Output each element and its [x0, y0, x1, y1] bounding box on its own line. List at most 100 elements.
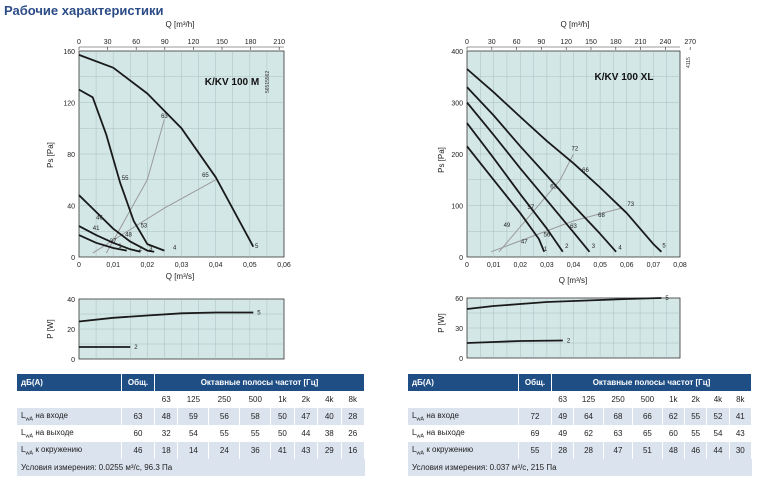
cell: 49 [551, 408, 575, 425]
sound-level-label: 55 [122, 176, 129, 182]
empty-cell [121, 391, 155, 408]
y-tick-label: 0 [459, 356, 463, 363]
y-tick-label: 60 [455, 296, 463, 303]
x-axis-label: Q [m³/s] [559, 276, 587, 285]
page-title: Рабочие характеристики [4, 3, 164, 18]
band-label: 500 [239, 391, 272, 408]
band-label: 2k [684, 391, 708, 408]
fan-curve-4 [466, 86, 617, 253]
y-tick-label: 0 [459, 255, 463, 262]
cell: 43 [729, 425, 753, 442]
x-tick-label: 0,01 [106, 262, 120, 269]
header-db: дБ(A) [17, 374, 122, 391]
x-tick-label: 0 [77, 262, 81, 269]
cell: 64 [573, 408, 604, 425]
x-tick-label: 0,05 [593, 262, 607, 269]
top-tick-label: 0 [465, 39, 469, 46]
sound-level-label: 48 [125, 232, 132, 238]
cell: 49 [551, 425, 575, 442]
performance-chart-right: 0 0,01 0,02 0,03 0,04 0,05 0,06 0,07 0,080100200… [437, 20, 696, 363]
band-label: 250 [603, 391, 634, 408]
top-tick-label: 30 [488, 39, 496, 46]
curve-label: 5 [662, 244, 666, 250]
cell: 30 [729, 442, 753, 459]
cell: 48 [154, 408, 179, 425]
y-tick-label: 300 [451, 101, 463, 108]
curve-label: 2 [139, 247, 143, 253]
cell: 58 [239, 408, 272, 425]
band-label: 125 [177, 391, 210, 408]
cell: 36 [239, 442, 272, 459]
top-tick-label: 180 [245, 39, 257, 46]
fan-curve-3 [466, 101, 591, 253]
sound-level-label: 65 [202, 173, 209, 179]
row-label: LwA к окружению [408, 442, 519, 459]
header-total: Общ. [518, 374, 552, 391]
x-axis-label: Q [m³/s] [166, 272, 194, 281]
sound-level-label: 68 [598, 213, 605, 219]
y-tick-label: 400 [451, 49, 463, 56]
curve-label: 4 [618, 245, 622, 251]
cell: 62 [573, 425, 604, 442]
top-tick-label: 240 [660, 39, 672, 46]
header-db: дБ(A) [408, 374, 519, 391]
x-tick-label: 0 [465, 262, 469, 269]
x-tick-label: 0,06 [620, 262, 634, 269]
band-label: 125 [573, 391, 604, 408]
cell: 55 [208, 425, 241, 442]
cell: 62 [662, 408, 685, 425]
sound-level-label: 47 [521, 240, 528, 246]
cell: 52 [706, 408, 730, 425]
sound-level-label: 63 [161, 114, 168, 120]
curve-label: 2 [134, 345, 138, 351]
y-tick-label: 40 [67, 297, 75, 304]
top-tick-label: 60 [513, 39, 521, 46]
fan-curve-5 [466, 68, 663, 253]
chart-code: 56515962 [265, 71, 271, 93]
y-tick-label: 40 [67, 204, 75, 211]
table-row: LwA к окружению 55 28 28 47 51 48 46 44 … [408, 442, 753, 459]
cell: 41 [729, 408, 753, 425]
x-tick-label: 0,08 [673, 262, 687, 269]
cell: 29 [317, 442, 342, 459]
curve-label: 5 [255, 244, 259, 250]
cell: 50 [270, 425, 295, 442]
cell: 51 [632, 442, 663, 459]
top-tick-label: 120 [560, 39, 572, 46]
y-tick-label: 20 [67, 327, 75, 334]
empty-cell [408, 391, 519, 408]
row-total: 55 [518, 442, 552, 459]
cell: 54 [177, 425, 210, 442]
row-total: 72 [518, 408, 552, 425]
sound-level-label: 63 [550, 185, 557, 191]
top-tick-label: 210 [273, 39, 285, 46]
row-total: 60 [121, 425, 155, 442]
cell: 44 [294, 425, 319, 442]
y-tick-label: 160 [63, 49, 75, 56]
x-tick-label: 0,02 [141, 262, 155, 269]
table-row: LwA к окружению 46 18 14 24 36 41 43 29 … [17, 442, 365, 459]
y-tick-label: 100 [451, 204, 463, 211]
sound-table-right: дБ(A) Общ. Октавные полосы частот [Гц] 6… [408, 374, 753, 476]
cell: 46 [684, 442, 708, 459]
cell: 55 [684, 408, 708, 425]
y-axis-label: Ps [Pa] [437, 147, 446, 173]
cell: 18 [154, 442, 179, 459]
y-axis-label: Ps [Pa] [46, 142, 55, 168]
cell: 16 [341, 442, 365, 459]
top-tick-label: 60 [132, 39, 140, 46]
power-axis-label: P [W] [437, 313, 446, 332]
top-tick-label: 150 [585, 39, 597, 46]
sound-level-label: 57 [528, 205, 535, 211]
x-tick-label: 0,01 [487, 262, 501, 269]
row-total: 63 [121, 408, 155, 425]
sound-level-label: 63 [570, 224, 577, 230]
chart-code: 4115 [686, 57, 692, 68]
empty-cell [518, 391, 552, 408]
model-label: K/KV 100 XL [595, 72, 654, 83]
top-tick-label: 150 [216, 39, 228, 46]
cell: 14 [177, 442, 210, 459]
cell: 50 [270, 408, 295, 425]
x-tick-label: 0,05 [243, 262, 257, 269]
